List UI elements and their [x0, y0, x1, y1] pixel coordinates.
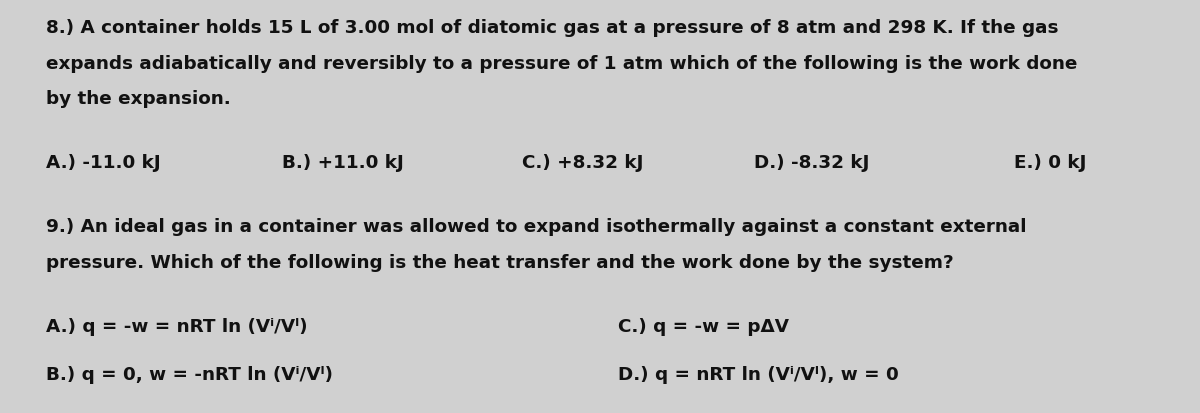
Text: 9.) An ideal gas in a container was allowed to expand isothermally against a con: 9.) An ideal gas in a container was allo… — [46, 218, 1026, 237]
Text: A.) q = -w = nRT ln (Vⁱ/Vᴵ): A.) q = -w = nRT ln (Vⁱ/Vᴵ) — [46, 318, 307, 337]
Text: B.) +11.0 kJ: B.) +11.0 kJ — [282, 154, 404, 173]
Text: D.) q = nRT ln (Vⁱ/Vᴵ), w = 0: D.) q = nRT ln (Vⁱ/Vᴵ), w = 0 — [618, 366, 899, 384]
Text: A.) -11.0 kJ: A.) -11.0 kJ — [46, 154, 161, 173]
Text: C.) q = -w = pΔV: C.) q = -w = pΔV — [618, 318, 790, 337]
Text: expands adiabatically and reversibly to a pressure of 1 atm which of the followi: expands adiabatically and reversibly to … — [46, 55, 1076, 73]
Text: D.) -8.32 kJ: D.) -8.32 kJ — [754, 154, 869, 173]
Text: B.) q = 0, w = -nRT ln (Vⁱ/Vᴵ): B.) q = 0, w = -nRT ln (Vⁱ/Vᴵ) — [46, 366, 332, 384]
Text: C.) +8.32 kJ: C.) +8.32 kJ — [522, 154, 643, 173]
Text: by the expansion.: by the expansion. — [46, 90, 230, 109]
Text: E.) 0 kJ: E.) 0 kJ — [1014, 154, 1086, 173]
Text: 8.) A container holds 15 L of 3.00 mol of diatomic gas at a pressure of 8 atm an: 8.) A container holds 15 L of 3.00 mol o… — [46, 19, 1058, 37]
Text: pressure. Which of the following is the heat transfer and the work done by the s: pressure. Which of the following is the … — [46, 254, 953, 273]
